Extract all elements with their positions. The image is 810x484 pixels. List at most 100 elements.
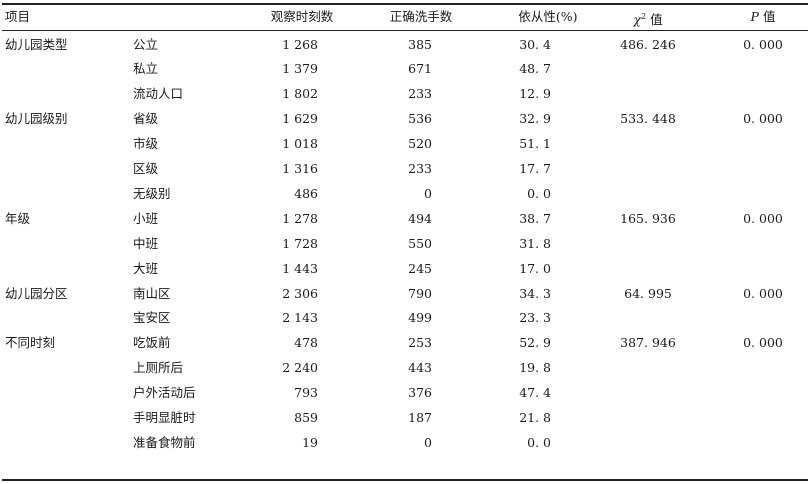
- table-row: 户外活动后 793 376 47. 4: [0, 380, 810, 405]
- subgroup-cell: 南山区: [133, 285, 171, 301]
- compliance-cell: 12. 9: [519, 86, 551, 102]
- observations-cell: 2 306: [282, 285, 318, 301]
- observations-cell: 1 268: [282, 36, 318, 52]
- observations-cell: 1 629: [282, 111, 318, 127]
- group-cell: 年级: [5, 210, 31, 226]
- p-value-cell: 0. 000: [743, 285, 783, 301]
- p-value-cell: 0. 000: [743, 335, 783, 351]
- compliance-cell: 48. 7: [519, 61, 551, 77]
- compliance-cell: 17. 0: [519, 260, 551, 276]
- header-rule: [2, 30, 808, 31]
- observations-cell: 1 316: [282, 161, 318, 176]
- correct-cell: 536: [408, 111, 432, 127]
- correct-cell: 443: [408, 360, 432, 376]
- subgroup-cell: 小班: [133, 210, 159, 226]
- table-row: 上厕所后 2 240 443 19. 8: [0, 355, 810, 380]
- observations-cell: 478: [294, 335, 318, 351]
- table-row: 市级 1 018 520 51. 1: [0, 131, 810, 156]
- subgroup-cell: 省级: [133, 111, 159, 127]
- subgroup-cell: 公立: [133, 36, 159, 52]
- table-row: 幼儿园分区 南山区 2 306 790 34. 3 64. 995 0. 000: [0, 281, 810, 306]
- chi-square-cell: 165. 936: [620, 210, 676, 226]
- table-row: 宝安区 2 143 499 23. 3: [0, 305, 810, 330]
- compliance-cell: 47. 4: [519, 385, 551, 401]
- observations-cell: 1 278: [282, 210, 318, 226]
- subgroup-cell: 市级: [133, 136, 159, 152]
- p-value-cell: 0. 000: [743, 36, 783, 52]
- observations-cell: 859: [294, 410, 318, 425]
- table-row: 流动人口 1 802 233 12. 9: [0, 81, 810, 106]
- header-item: 项目: [5, 9, 31, 24]
- compliance-cell: 51. 1: [519, 136, 551, 152]
- group-cell: 幼儿园级别: [5, 111, 68, 127]
- subgroup-cell: 准备食物前: [133, 434, 196, 450]
- correct-cell: 0: [424, 185, 432, 201]
- correct-cell: 671: [408, 61, 432, 77]
- subgroup-cell: 户外活动后: [133, 385, 196, 401]
- table-row: 区级 1 316 233 17. 7: [0, 156, 810, 181]
- compliance-cell: 19. 8: [519, 360, 551, 376]
- compliance-cell: 38. 7: [519, 210, 551, 226]
- correct-cell: 0: [424, 434, 432, 450]
- subgroup-cell: 区级: [133, 161, 159, 176]
- correct-cell: 494: [408, 210, 432, 226]
- observations-cell: 793: [294, 385, 318, 401]
- compliance-cell: 23. 3: [519, 310, 551, 326]
- subgroup-cell: 中班: [133, 235, 159, 251]
- compliance-cell: 0. 0: [527, 185, 551, 201]
- chi-square-cell: 64. 995: [624, 285, 672, 301]
- p-value-cell: 0. 000: [743, 210, 783, 226]
- subgroup-cell: 手明显脏时: [133, 410, 196, 425]
- correct-cell: 499: [408, 310, 432, 326]
- compliance-cell: 34. 3: [519, 285, 551, 301]
- observations-cell: 1 802: [282, 86, 318, 102]
- group-cell: 幼儿园分区: [5, 285, 68, 301]
- subgroup-cell: 私立: [133, 61, 159, 77]
- correct-cell: 253: [408, 335, 432, 351]
- subgroup-cell: 上厕所后: [133, 360, 184, 376]
- subgroup-cell: 宝安区: [133, 310, 171, 326]
- header-correct: 正确洗手数: [389, 9, 453, 24]
- correct-cell: 376: [408, 385, 432, 401]
- compliance-cell: 30. 4: [519, 36, 551, 52]
- subgroup-cell: 大班: [133, 260, 159, 276]
- correct-cell: 385: [408, 36, 432, 52]
- observations-cell: 1 018: [282, 136, 318, 152]
- correct-cell: 233: [408, 86, 432, 102]
- table-row: 不同时刻 吃饭前 478 253 52. 9 387. 946 0. 000: [0, 330, 810, 355]
- table-row: 私立 1 379 671 48. 7: [0, 56, 810, 81]
- table-row: 中班 1 728 550 31. 8: [0, 231, 810, 256]
- correct-cell: 790: [408, 285, 432, 301]
- table-row: 无级别 486 0 0. 0: [0, 181, 810, 206]
- chi-square-cell: 387. 946: [620, 335, 676, 351]
- table-row: 幼儿园类型 公立 1 268 385 30. 4 486. 246 0. 000: [0, 32, 810, 57]
- observations-cell: 1 443: [282, 260, 318, 276]
- observations-cell: 19: [302, 434, 318, 450]
- observations-cell: 1 728: [282, 235, 318, 251]
- correct-cell: 520: [408, 136, 432, 152]
- header-compliance: 依从性(%): [518, 9, 578, 24]
- table-row: 准备食物前 19 0 0. 0: [0, 430, 810, 455]
- correct-cell: 550: [408, 235, 432, 251]
- header-observations: 观察时刻数: [270, 9, 334, 24]
- correct-cell: 245: [408, 260, 432, 276]
- compliance-cell: 31. 8: [519, 235, 551, 251]
- compliance-cell: 52. 9: [519, 335, 551, 351]
- observations-cell: 2 143: [282, 310, 318, 326]
- subgroup-cell: 无级别: [133, 185, 171, 201]
- subgroup-cell: 吃饭前: [133, 335, 171, 351]
- top-rule: [2, 3, 808, 5]
- correct-cell: 187: [408, 410, 432, 425]
- table-row: 大班 1 443 245 17. 0: [0, 256, 810, 281]
- header-chi-square: χ2 值: [633, 12, 663, 28]
- observations-cell: 486: [294, 185, 318, 201]
- observations-cell: 1 379: [282, 61, 318, 77]
- chi-square-cell: 486. 246: [620, 36, 676, 52]
- observations-cell: 2 240: [282, 360, 318, 376]
- group-cell: 幼儿园类型: [5, 36, 68, 52]
- table-row: 幼儿园级别 省级 1 629 536 32. 9 533. 448 0. 000: [0, 106, 810, 131]
- bottom-rule: [2, 479, 808, 481]
- correct-cell: 233: [408, 161, 432, 176]
- compliance-cell: 21. 8: [519, 410, 551, 425]
- p-value-cell: 0. 000: [743, 111, 783, 127]
